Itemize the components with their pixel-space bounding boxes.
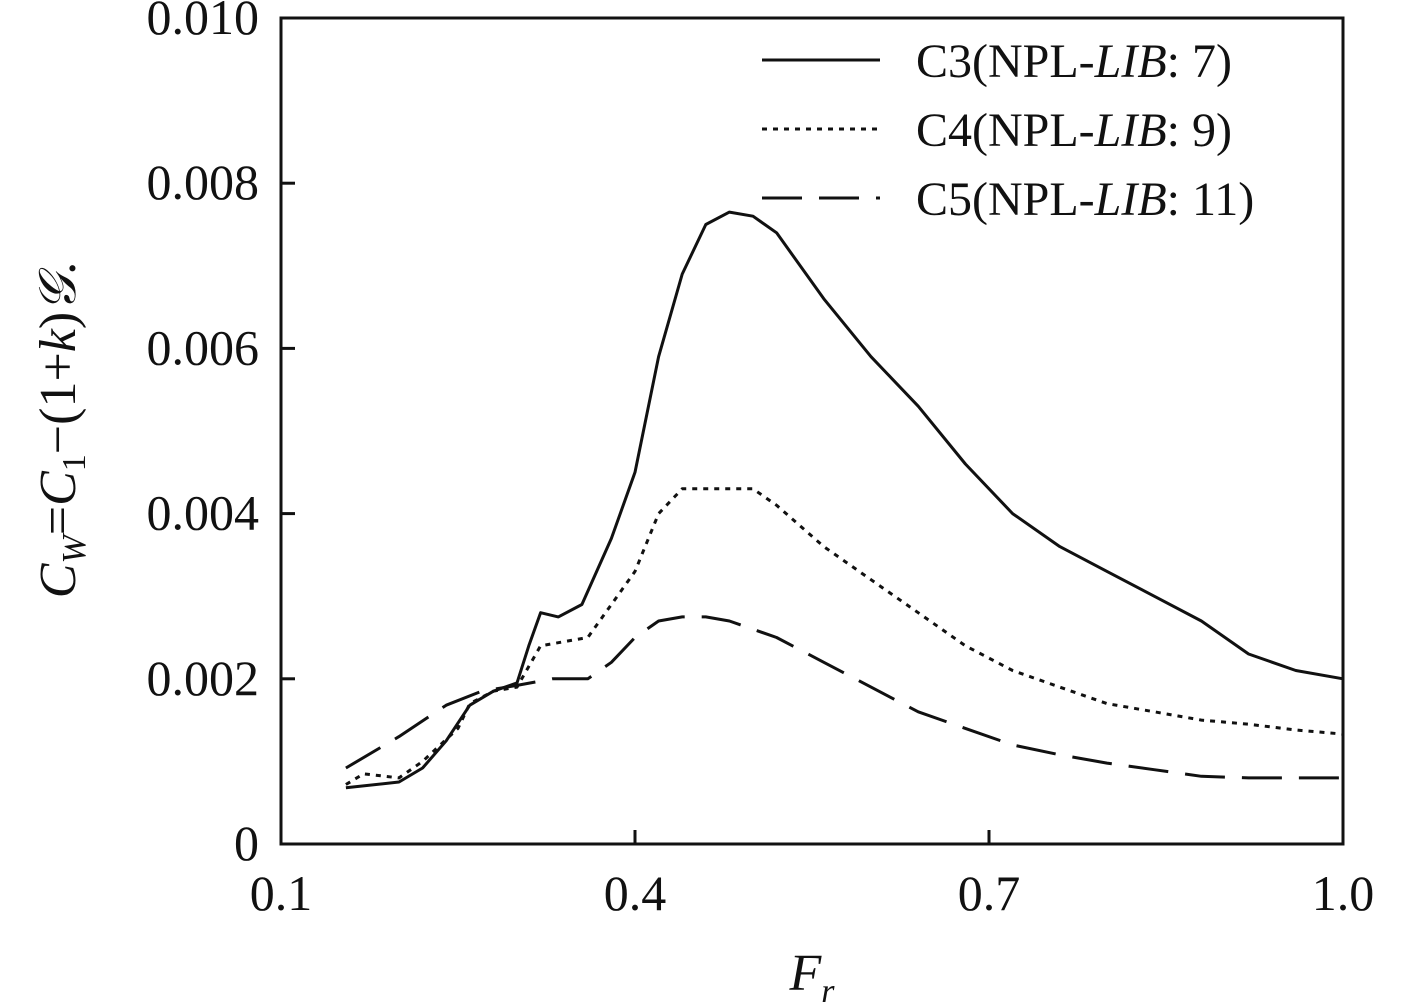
- y-axis-label: CW=C1−(1+k)𝒢.: [30, 262, 93, 598]
- plot-frame: [279, 16, 1345, 846]
- y-tick-label: 0.004: [147, 485, 260, 541]
- legend-label-c4: C4(NPL-LIB: 9): [916, 104, 1232, 157]
- legend: C3(NPL-LIB: 7) C4(NPL-LIB: 9) C5(NPL-LIB…: [762, 35, 1254, 226]
- x-tick-label: 0.7: [958, 865, 1021, 921]
- y-tick-label: 0.006: [147, 319, 260, 375]
- legend-label-c5: C5(NPL-LIB: 11): [916, 173, 1254, 226]
- y-tick-label: 0.010: [147, 0, 260, 45]
- x-tick-label: 1.0: [1312, 865, 1375, 921]
- legend-label-c3: C3(NPL-LIB: 7): [916, 35, 1232, 88]
- y-tick-label: 0.002: [147, 650, 260, 706]
- x-tick-label: 0.1: [250, 865, 313, 921]
- series-line-c3: [345, 210, 1344, 790]
- tick-labels-layer: 0.1 0.4 0.7 1.0 0 0.002 0.004 0.006 0.008 0.010: [147, 0, 1375, 921]
- x-axis-label: Fr: [789, 945, 836, 1006]
- series-line-c5: [345, 615, 1343, 780]
- x-tick-label: 0.4: [604, 865, 667, 921]
- y-tick-label: 0.008: [147, 154, 260, 210]
- series-line-c4: [345, 487, 1344, 786]
- y-tick-label: 0: [234, 815, 259, 871]
- series-layer: [345, 210, 1344, 790]
